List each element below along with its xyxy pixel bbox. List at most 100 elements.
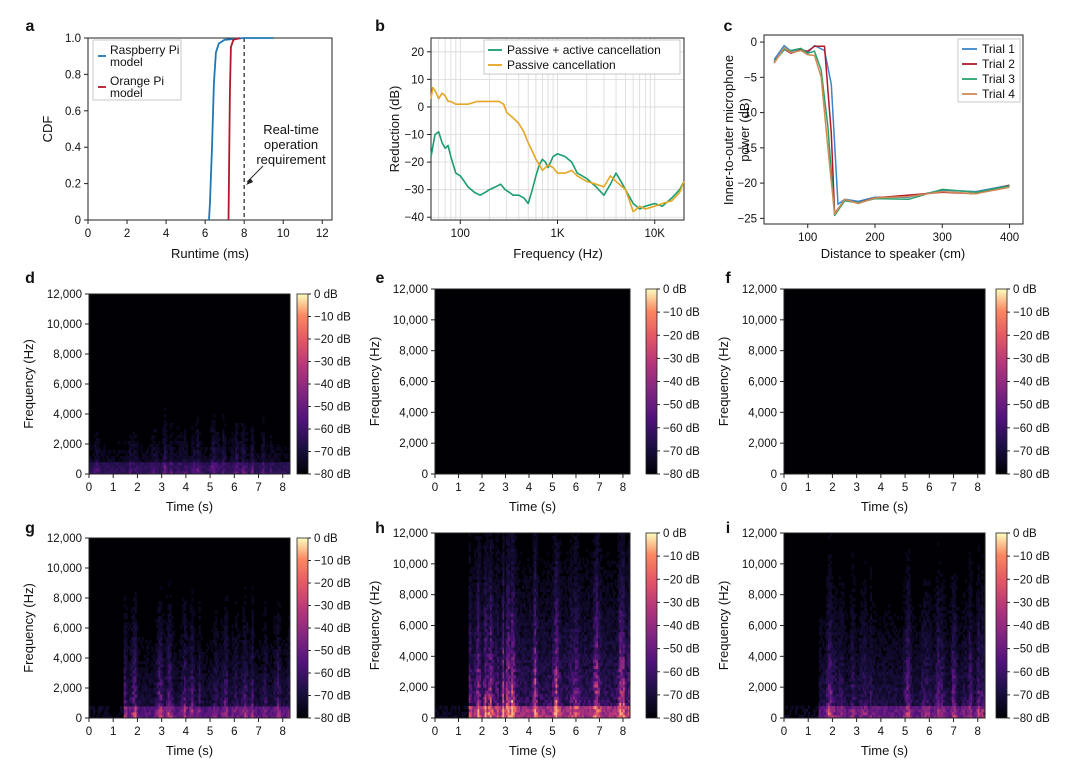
spectrogram-cell bbox=[156, 468, 159, 472]
spectrogram-cell bbox=[165, 459, 168, 463]
spectrogram-cell bbox=[271, 670, 274, 674]
spectrogram-cell bbox=[237, 468, 240, 472]
spectrogram-cell bbox=[226, 643, 229, 647]
spectrogram-cell bbox=[211, 462, 214, 466]
spectrogram-cell bbox=[200, 456, 203, 460]
spectrogram-cell bbox=[502, 631, 505, 636]
spectrogram-cell bbox=[123, 664, 126, 668]
spectrogram-cell bbox=[226, 700, 229, 704]
spectrogram-cell bbox=[472, 576, 475, 580]
spectrogram-cell bbox=[472, 634, 475, 639]
spectrogram-cell bbox=[249, 706, 252, 710]
spectrogram-cell bbox=[264, 456, 267, 460]
spectrogram-cell bbox=[275, 694, 278, 698]
spectrogram-cell bbox=[495, 579, 498, 583]
spectrogram-cell bbox=[481, 607, 484, 611]
spectrogram-cell bbox=[227, 658, 231, 662]
spectrogram-cell bbox=[136, 685, 139, 689]
spectrogram-cell bbox=[138, 706, 141, 710]
spectrogram-cell bbox=[178, 471, 181, 475]
spectrogram-cell bbox=[468, 542, 471, 546]
spectrogram-cell bbox=[233, 712, 236, 716]
spectrogram-cell bbox=[182, 667, 185, 671]
spectrogram-cell bbox=[249, 465, 252, 469]
spectrogram-cell bbox=[258, 465, 262, 469]
spectrogram-cell bbox=[131, 682, 134, 686]
realtime-label: Real-time bbox=[263, 122, 319, 137]
spectrogram-cell bbox=[153, 712, 156, 716]
spectrogram-cell bbox=[189, 637, 192, 641]
spectrogram-cell bbox=[123, 676, 126, 680]
spectrogram-cell bbox=[495, 554, 498, 559]
spectrogram-cell bbox=[255, 691, 258, 695]
spectrogram-cell bbox=[193, 631, 196, 635]
spectrogram-cell bbox=[242, 685, 245, 689]
spectrogram-cell bbox=[486, 647, 489, 651]
spectrogram-cell bbox=[92, 453, 95, 457]
spectrogram-cell bbox=[284, 715, 287, 719]
spectrogram-cell bbox=[213, 435, 216, 439]
spectrogram-cell bbox=[260, 706, 263, 710]
spectrogram-cell bbox=[169, 435, 172, 439]
spectrogram-cell bbox=[498, 714, 501, 719]
spectrogram-cell bbox=[215, 664, 218, 668]
spectrogram-cell bbox=[163, 619, 167, 623]
spectrogram-cell bbox=[284, 453, 287, 457]
spectrogram-cell bbox=[449, 714, 452, 719]
spectrogram-cell bbox=[246, 691, 249, 695]
spectrogram-cell bbox=[209, 682, 212, 686]
spectrogram-cell bbox=[196, 468, 199, 472]
spectrogram-cell bbox=[224, 607, 227, 611]
spectrogram-cell bbox=[486, 708, 489, 713]
spectrogram-cell bbox=[470, 714, 473, 719]
spectrogram-cell bbox=[178, 709, 181, 713]
spectrogram-cell bbox=[475, 622, 478, 626]
spectrogram-cell bbox=[101, 453, 104, 457]
spectrogram-cell bbox=[160, 622, 163, 626]
spectrogram-cell bbox=[481, 662, 484, 666]
spectrogram-cell bbox=[490, 594, 493, 599]
series-line-2 bbox=[430, 86, 685, 213]
spectrogram-cell bbox=[226, 697, 229, 701]
spectrogram-cell bbox=[154, 661, 157, 665]
spectrogram-cell bbox=[158, 643, 161, 647]
spectrogram-cell bbox=[246, 712, 249, 716]
spectrogram-cell bbox=[163, 691, 167, 695]
spectrogram-cell bbox=[470, 628, 473, 633]
spectrogram-cell bbox=[481, 570, 484, 574]
spectrogram-cell bbox=[269, 471, 273, 475]
spectrogram-cell bbox=[109, 450, 112, 454]
spectrogram-cell bbox=[498, 696, 501, 700]
spectrogram-cell bbox=[171, 694, 174, 698]
spectrogram-cell bbox=[282, 694, 285, 698]
spectrogram-cell bbox=[231, 634, 234, 638]
spectrogram-cell bbox=[237, 661, 240, 665]
spectrogram-cell bbox=[233, 456, 236, 460]
spectrogram-cell bbox=[488, 616, 491, 620]
spectrogram-cell bbox=[237, 670, 240, 674]
spectrogram-cell bbox=[169, 459, 172, 463]
spectrogram-cell bbox=[125, 616, 128, 620]
spectrogram-cell bbox=[123, 703, 126, 707]
spectrogram-cell bbox=[226, 613, 229, 617]
spectrogram-cell bbox=[284, 456, 287, 460]
spectrogram-cell bbox=[468, 699, 471, 703]
spectrogram-cell bbox=[180, 715, 183, 719]
spectrogram-cell bbox=[213, 682, 216, 686]
spectrogram-cell bbox=[165, 462, 168, 466]
spectrogram-cell bbox=[497, 668, 500, 673]
spectrogram-cell bbox=[105, 471, 108, 475]
spectrogram-cell bbox=[240, 667, 243, 671]
spectrogram-cell bbox=[162, 465, 165, 469]
spectrogram-cell bbox=[477, 628, 480, 633]
spectrogram-cell bbox=[258, 471, 262, 475]
spectrogram-cell bbox=[275, 685, 278, 689]
spectrogram-cell bbox=[209, 688, 212, 692]
spectrogram-cell bbox=[187, 706, 190, 710]
spectrogram-cell bbox=[98, 438, 101, 442]
spectrogram-cell bbox=[180, 694, 183, 698]
spectrogram-cell bbox=[502, 708, 505, 713]
spectrogram-cell bbox=[195, 456, 198, 460]
spectrogram-cell bbox=[484, 687, 487, 691]
spectrogram-cell bbox=[145, 658, 148, 662]
